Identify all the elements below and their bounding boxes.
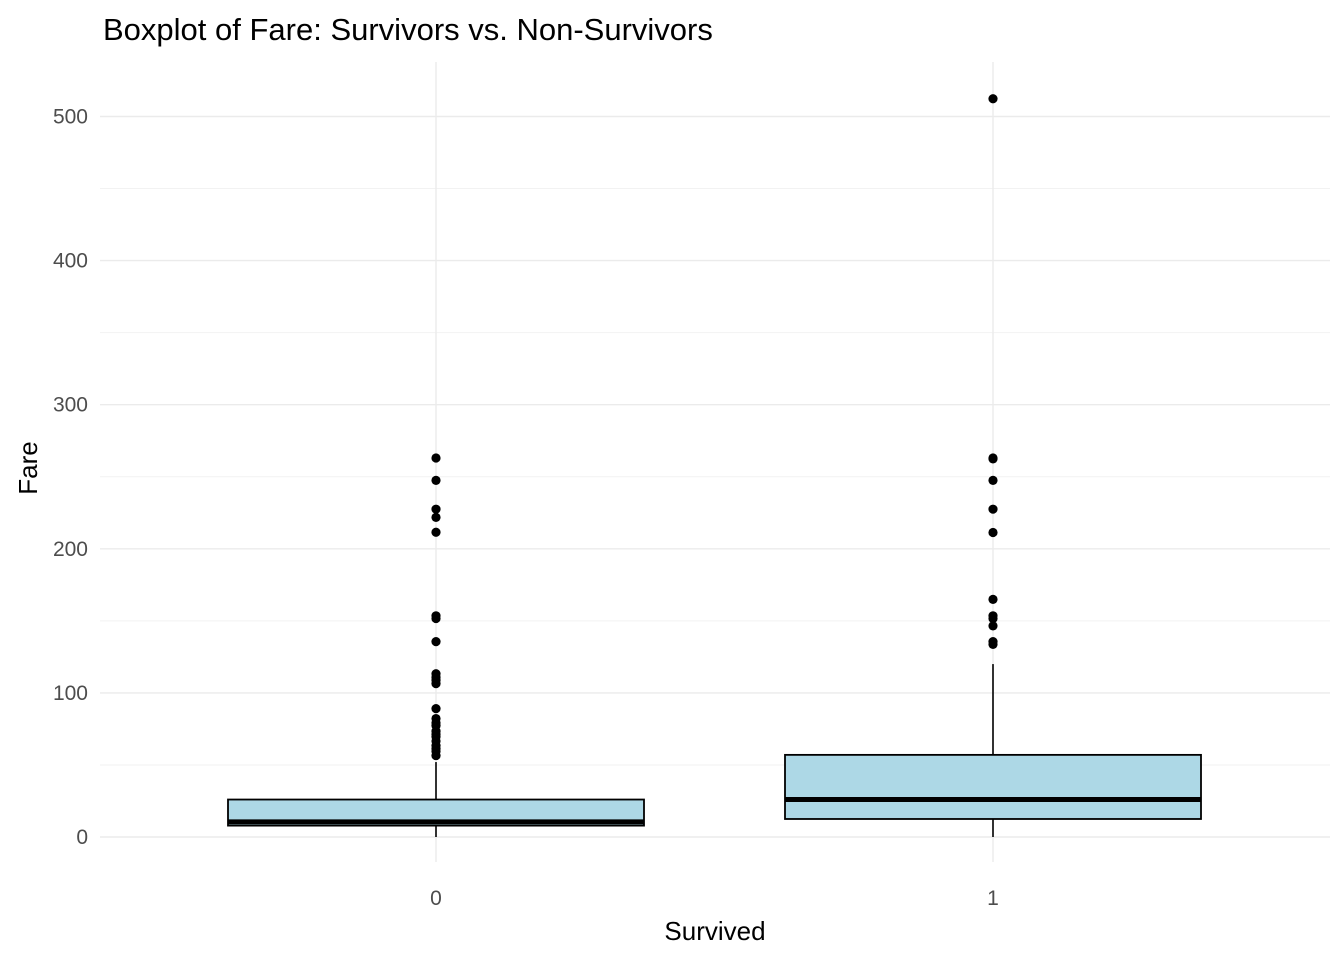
outlier-point [431,475,441,485]
y-tick-label: 100 [53,682,88,705]
boxplot-groups [227,94,1202,837]
x-tick-label: 1 [987,887,999,910]
x-axis-title: Survived [664,916,765,946]
outlier-point [988,475,998,485]
grid-lines [100,62,1330,862]
y-tick-label: 400 [53,250,88,273]
outlier-point [988,594,998,604]
outlier-point [431,453,441,463]
chart-title: Boxplot of Fare: Survivors vs. Non-Survi… [103,12,713,47]
outlier-point [431,669,441,679]
outlier-point [431,504,441,514]
iqr-box [784,753,1202,820]
outlier-point [988,527,998,538]
y-tick-label: 300 [53,394,88,417]
x-tick-label: 0 [430,887,442,910]
outlier-point [431,512,441,522]
outlier-point [431,527,441,537]
boxplot-group-0 [227,453,645,837]
y-tick-label: 0 [76,826,88,849]
outlier-point [988,504,998,514]
boxplot-group-1 [784,94,1202,837]
outlier-point [988,637,998,647]
outlier-point [988,94,998,104]
outlier-point [431,637,441,647]
outlier-point [988,611,998,621]
y-tick-label: 500 [53,106,88,129]
y-tick-label: 200 [53,538,88,561]
outlier-point [431,611,441,621]
outlier-point [988,621,998,631]
outlier-point [988,453,998,463]
outlier-point [431,713,441,724]
outlier-point [431,704,441,714]
y-axis-title: Fare [13,441,43,494]
y-tick-labels: 0 100 200 300 400 500 [53,106,88,850]
